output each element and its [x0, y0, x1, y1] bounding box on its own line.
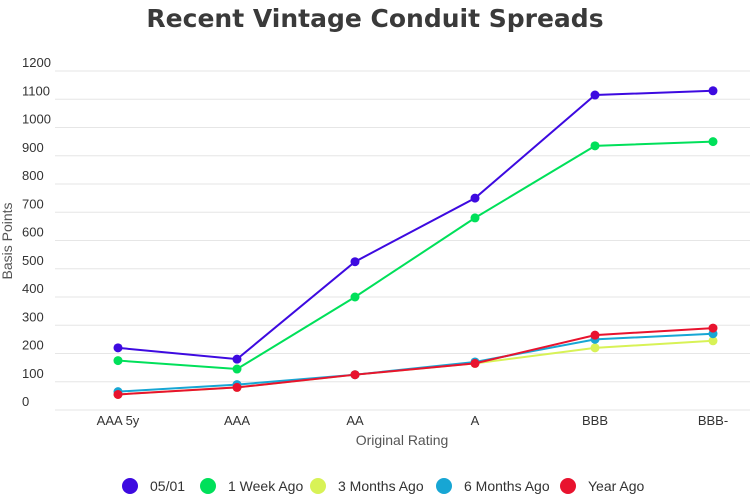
y-tick-label: 500: [22, 253, 44, 268]
data-point: [708, 336, 718, 346]
legend-item: 6 Months Ago: [436, 478, 550, 494]
legend-item: Year Ago: [560, 478, 645, 494]
x-tick-label: BBB-: [698, 413, 728, 428]
legend-label: Year Ago: [588, 478, 645, 494]
data-point: [590, 141, 600, 151]
x-tick-label: BBB: [582, 413, 608, 428]
legend-item: 1 Week Ago: [200, 478, 303, 494]
y-tick-label: 600: [22, 225, 44, 240]
x-axis-label: Original Rating: [356, 432, 449, 448]
series-3: [113, 329, 718, 397]
y-axis-label: Basis Points: [0, 202, 15, 279]
y-tick-label: 200: [22, 338, 44, 353]
data-point: [232, 364, 242, 374]
series-4: [113, 323, 718, 399]
series-line: [117, 89, 714, 361]
data-point: [470, 193, 480, 203]
x-axis-ticks: AAA 5y AAA AA A BBB BBB-: [97, 413, 728, 428]
legend-label: 6 Months Ago: [464, 478, 550, 494]
y-tick-label: 900: [22, 140, 44, 155]
data-point: [113, 343, 123, 353]
y-tick-label: 100: [22, 366, 44, 381]
chart-title: Recent Vintage Conduit Spreads: [146, 4, 603, 33]
y-tick-label: 0: [22, 394, 29, 409]
data-point: [590, 343, 600, 353]
data-point: [708, 86, 718, 96]
data-point: [350, 370, 360, 380]
y-tick-label: 300: [22, 309, 44, 324]
legend-item: 05/01: [122, 478, 185, 494]
x-tick-label: AA: [346, 413, 364, 428]
y-axis-ticks: 0 100 200 300 400 500 600 700 800 900 1000 1100 1200: [22, 55, 51, 409]
data-point: [232, 382, 242, 392]
y-tick-label: 1200: [22, 55, 51, 70]
data-point: [113, 389, 123, 399]
series-line: [117, 332, 714, 393]
legend-marker: [200, 478, 216, 494]
legend-marker: [310, 478, 326, 494]
data-point: [470, 358, 480, 368]
x-tick-label: AAA: [224, 413, 250, 428]
y-tick-label: 400: [22, 281, 44, 296]
data-point: [708, 323, 718, 333]
data-point: [350, 292, 360, 302]
data-point: [590, 330, 600, 340]
y-tick-label: 800: [22, 168, 44, 183]
y-tick-label: 700: [22, 196, 44, 211]
legend-label: 1 Week Ago: [228, 478, 303, 494]
data-point: [232, 354, 242, 364]
series-line: [117, 327, 714, 396]
x-tick-label: A: [471, 413, 480, 428]
y-tick-label: 1100: [22, 83, 50, 98]
series-line: [117, 140, 714, 371]
series-lines: [113, 86, 718, 399]
series-0: [113, 86, 718, 364]
legend-marker: [122, 478, 138, 494]
legend-label: 3 Months Ago: [338, 478, 424, 494]
data-point: [590, 90, 600, 100]
data-point: [350, 257, 360, 267]
x-tick-label: AAA 5y: [97, 413, 140, 428]
data-point: [708, 137, 718, 147]
data-point: [470, 213, 480, 223]
y-tick-label: 1000: [22, 112, 51, 127]
legend: 05/01 1 Week Ago 3 Months Ago 6 Months Ago Y…: [122, 478, 645, 494]
legend-marker: [436, 478, 452, 494]
legend-item: 3 Months Ago: [310, 478, 424, 494]
data-point: [113, 356, 123, 366]
series-1: [113, 137, 718, 374]
legend-marker: [560, 478, 576, 494]
grid-lines: [55, 70, 750, 411]
legend-label: 05/01: [150, 478, 185, 494]
